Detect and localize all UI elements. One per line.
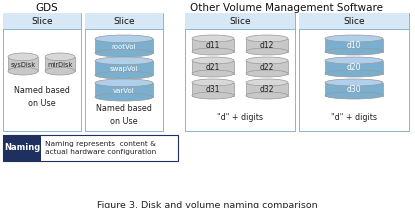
Text: d31: d31 <box>206 85 220 94</box>
Ellipse shape <box>95 79 153 87</box>
Text: d20: d20 <box>347 63 361 72</box>
Bar <box>299 13 409 131</box>
Ellipse shape <box>95 35 153 43</box>
Text: d12: d12 <box>260 41 274 50</box>
Polygon shape <box>325 61 383 73</box>
Polygon shape <box>325 38 383 52</box>
Ellipse shape <box>95 57 153 65</box>
Ellipse shape <box>192 79 234 86</box>
Text: d10: d10 <box>347 41 361 50</box>
Text: Slice: Slice <box>113 16 135 26</box>
Text: mirDisk: mirDisk <box>47 62 73 68</box>
Text: Named based
on Use: Named based on Use <box>14 86 70 108</box>
Ellipse shape <box>246 48 288 55</box>
Text: d11: d11 <box>206 41 220 50</box>
Polygon shape <box>246 38 288 52</box>
Text: Slice: Slice <box>31 16 53 26</box>
Ellipse shape <box>45 53 75 61</box>
Text: Slice: Slice <box>229 16 251 26</box>
Polygon shape <box>246 61 288 73</box>
Polygon shape <box>192 38 234 52</box>
Bar <box>299 13 409 29</box>
Text: GDS: GDS <box>35 3 58 13</box>
Bar <box>3 135 41 161</box>
Bar <box>185 13 295 29</box>
Ellipse shape <box>192 35 234 42</box>
Polygon shape <box>95 83 153 97</box>
Bar <box>3 135 178 161</box>
Ellipse shape <box>95 49 153 57</box>
Ellipse shape <box>45 67 75 75</box>
Polygon shape <box>95 61 153 75</box>
Ellipse shape <box>95 71 153 79</box>
Text: rootVol: rootVol <box>112 44 136 50</box>
Text: d30: d30 <box>347 85 361 94</box>
Bar <box>41 135 178 161</box>
Text: varVol: varVol <box>113 88 135 94</box>
Ellipse shape <box>8 67 38 75</box>
Ellipse shape <box>246 79 288 86</box>
Text: Named based
on Use: Named based on Use <box>96 104 152 125</box>
Ellipse shape <box>325 79 383 86</box>
Ellipse shape <box>95 93 153 101</box>
Ellipse shape <box>192 92 234 99</box>
Bar <box>3 13 81 131</box>
Bar <box>3 13 81 29</box>
Ellipse shape <box>192 57 234 64</box>
Text: Other Volume Management Software: Other Volume Management Software <box>190 3 383 13</box>
Ellipse shape <box>192 70 234 77</box>
Ellipse shape <box>8 53 38 61</box>
Ellipse shape <box>246 35 288 42</box>
Text: swapVol: swapVol <box>110 66 138 72</box>
Text: "d" + digits: "d" + digits <box>217 113 263 122</box>
Text: d21: d21 <box>206 63 220 72</box>
Ellipse shape <box>246 70 288 77</box>
Bar <box>85 13 163 131</box>
Ellipse shape <box>325 92 383 99</box>
Text: sysDisk: sysDisk <box>10 62 36 68</box>
Bar <box>185 13 295 131</box>
Polygon shape <box>8 57 38 71</box>
Polygon shape <box>95 39 153 53</box>
Polygon shape <box>45 57 75 71</box>
Ellipse shape <box>246 92 288 99</box>
Text: Figure 3. Disk and volume naming comparison: Figure 3. Disk and volume naming compari… <box>97 201 317 208</box>
Ellipse shape <box>325 35 383 42</box>
Ellipse shape <box>325 57 383 64</box>
Text: Slice: Slice <box>343 16 365 26</box>
Ellipse shape <box>192 48 234 55</box>
Ellipse shape <box>325 48 383 55</box>
Text: Naming represents  content &
actual hardware configuration: Naming represents content & actual hardw… <box>45 141 156 155</box>
Text: "d" + digits: "d" + digits <box>331 113 377 122</box>
Ellipse shape <box>325 70 383 77</box>
Bar <box>85 13 163 29</box>
Text: d32: d32 <box>260 85 274 94</box>
Ellipse shape <box>246 57 288 64</box>
Polygon shape <box>246 83 288 95</box>
Polygon shape <box>192 61 234 73</box>
Polygon shape <box>192 83 234 95</box>
Text: d22: d22 <box>260 63 274 72</box>
Text: Naming: Naming <box>4 144 40 152</box>
Polygon shape <box>325 83 383 95</box>
